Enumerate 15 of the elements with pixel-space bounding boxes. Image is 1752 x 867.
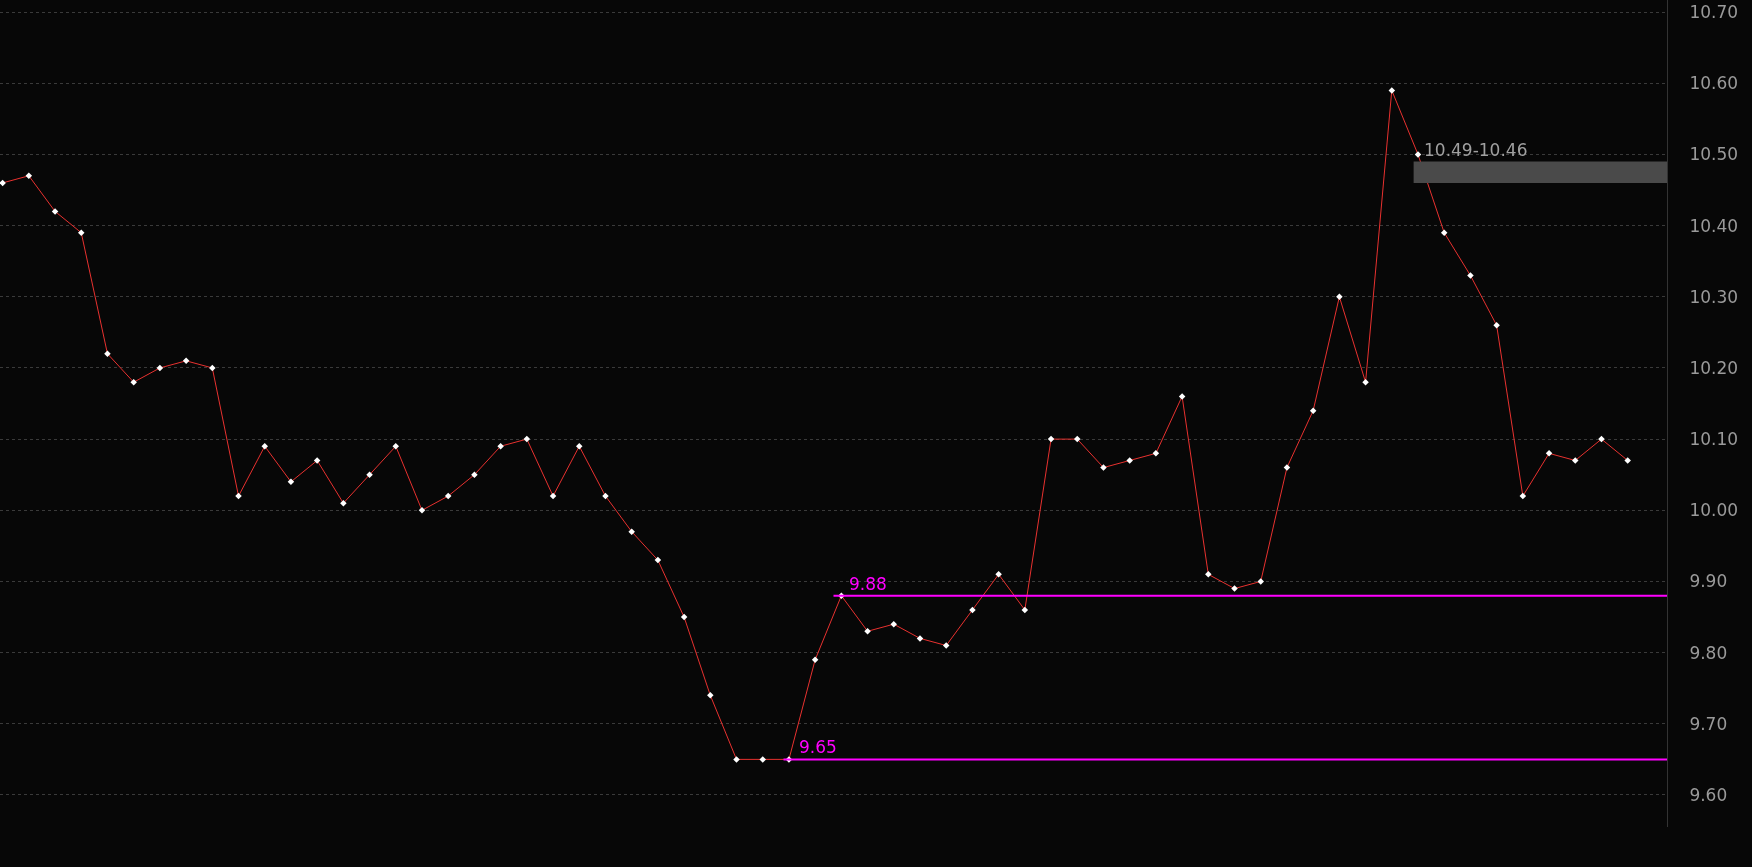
y-tick-label: 10.00 (1689, 500, 1739, 521)
band-label: 10.49-10.46 (1424, 140, 1528, 160)
y-tick-label: 9.90 (1689, 571, 1728, 592)
y-tick-label: 9.60 (1689, 784, 1728, 805)
y-tick-label: 10.20 (1689, 357, 1739, 378)
y-tick-label: 10.40 (1689, 215, 1739, 236)
ref-line-label: 9.65 (799, 737, 837, 757)
y-tick-label: 9.80 (1689, 642, 1728, 663)
y-tick-label: 10.70 (1689, 2, 1739, 23)
y-tick-label: 10.10 (1689, 429, 1739, 450)
y-tick-label: 10.30 (1689, 286, 1739, 307)
ref-line-label: 9.88 (849, 574, 887, 594)
y-tick-label: 10.60 (1689, 73, 1739, 94)
y-tick-label: 10.50 (1689, 144, 1739, 165)
y-tick-label: 9.70 (1689, 713, 1728, 734)
